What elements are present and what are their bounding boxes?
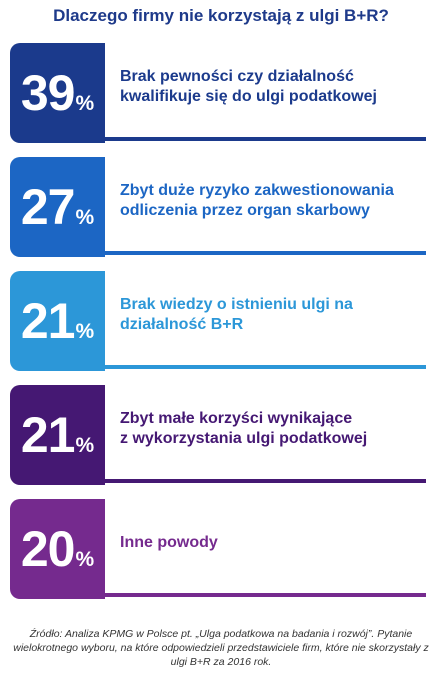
category-underline <box>105 251 426 255</box>
chart-item: 27% Zbyt duże ryzyko zakwestionowania odl… <box>10 157 426 257</box>
chart-item: 20% Inne powody <box>10 499 426 599</box>
chart-item: 21% Zbyt małe korzyści wynikające z wykor… <box>10 385 426 485</box>
percent-sign: % <box>75 434 95 457</box>
value-label: 21 <box>20 407 76 463</box>
value-label: 39 <box>20 65 76 121</box>
value-box: 39% <box>10 43 105 143</box>
value-box: 20% <box>10 499 105 599</box>
percent-sign: % <box>75 320 95 343</box>
category-label: Zbyt duże ryzyko zakwestionowania odlicz… <box>120 181 394 219</box>
value-label: 21 <box>20 293 76 349</box>
chart-item: 21% Brak wiedzy o istnieniu ulgi na dział… <box>10 271 426 371</box>
value-label: 20 <box>20 521 76 577</box>
percent-sign: % <box>75 92 95 115</box>
chart-items: 39% Brak pewności czy działalność kwalifi… <box>10 43 426 599</box>
category-label: Zbyt małe korzyści wynikające z wykorzys… <box>120 409 368 447</box>
chart-title: Dlaczego firmy nie korzystają z ulgi B+R… <box>53 6 389 25</box>
category-underline <box>105 479 426 483</box>
percent-sign: % <box>75 548 95 571</box>
category-label: Brak pewności czy działalność kwalifikuj… <box>120 67 377 105</box>
chart-item: 39% Brak pewności czy działalność kwalifi… <box>10 43 426 143</box>
category-underline <box>105 365 426 369</box>
value-box: 27% <box>10 157 105 257</box>
category-underline <box>105 593 426 597</box>
value-label: 27 <box>20 179 76 235</box>
category-label: Inne powody <box>120 533 218 551</box>
value-box: 21% <box>10 271 105 371</box>
category-label: Brak wiedzy o istnieniu ulgi na działaln… <box>120 295 353 333</box>
source-note: Źródło: Analiza KPMG w Polsce pt. „Ulga … <box>13 628 429 668</box>
percent-sign: % <box>75 206 95 229</box>
value-box: 21% <box>10 385 105 485</box>
category-underline <box>105 137 426 141</box>
